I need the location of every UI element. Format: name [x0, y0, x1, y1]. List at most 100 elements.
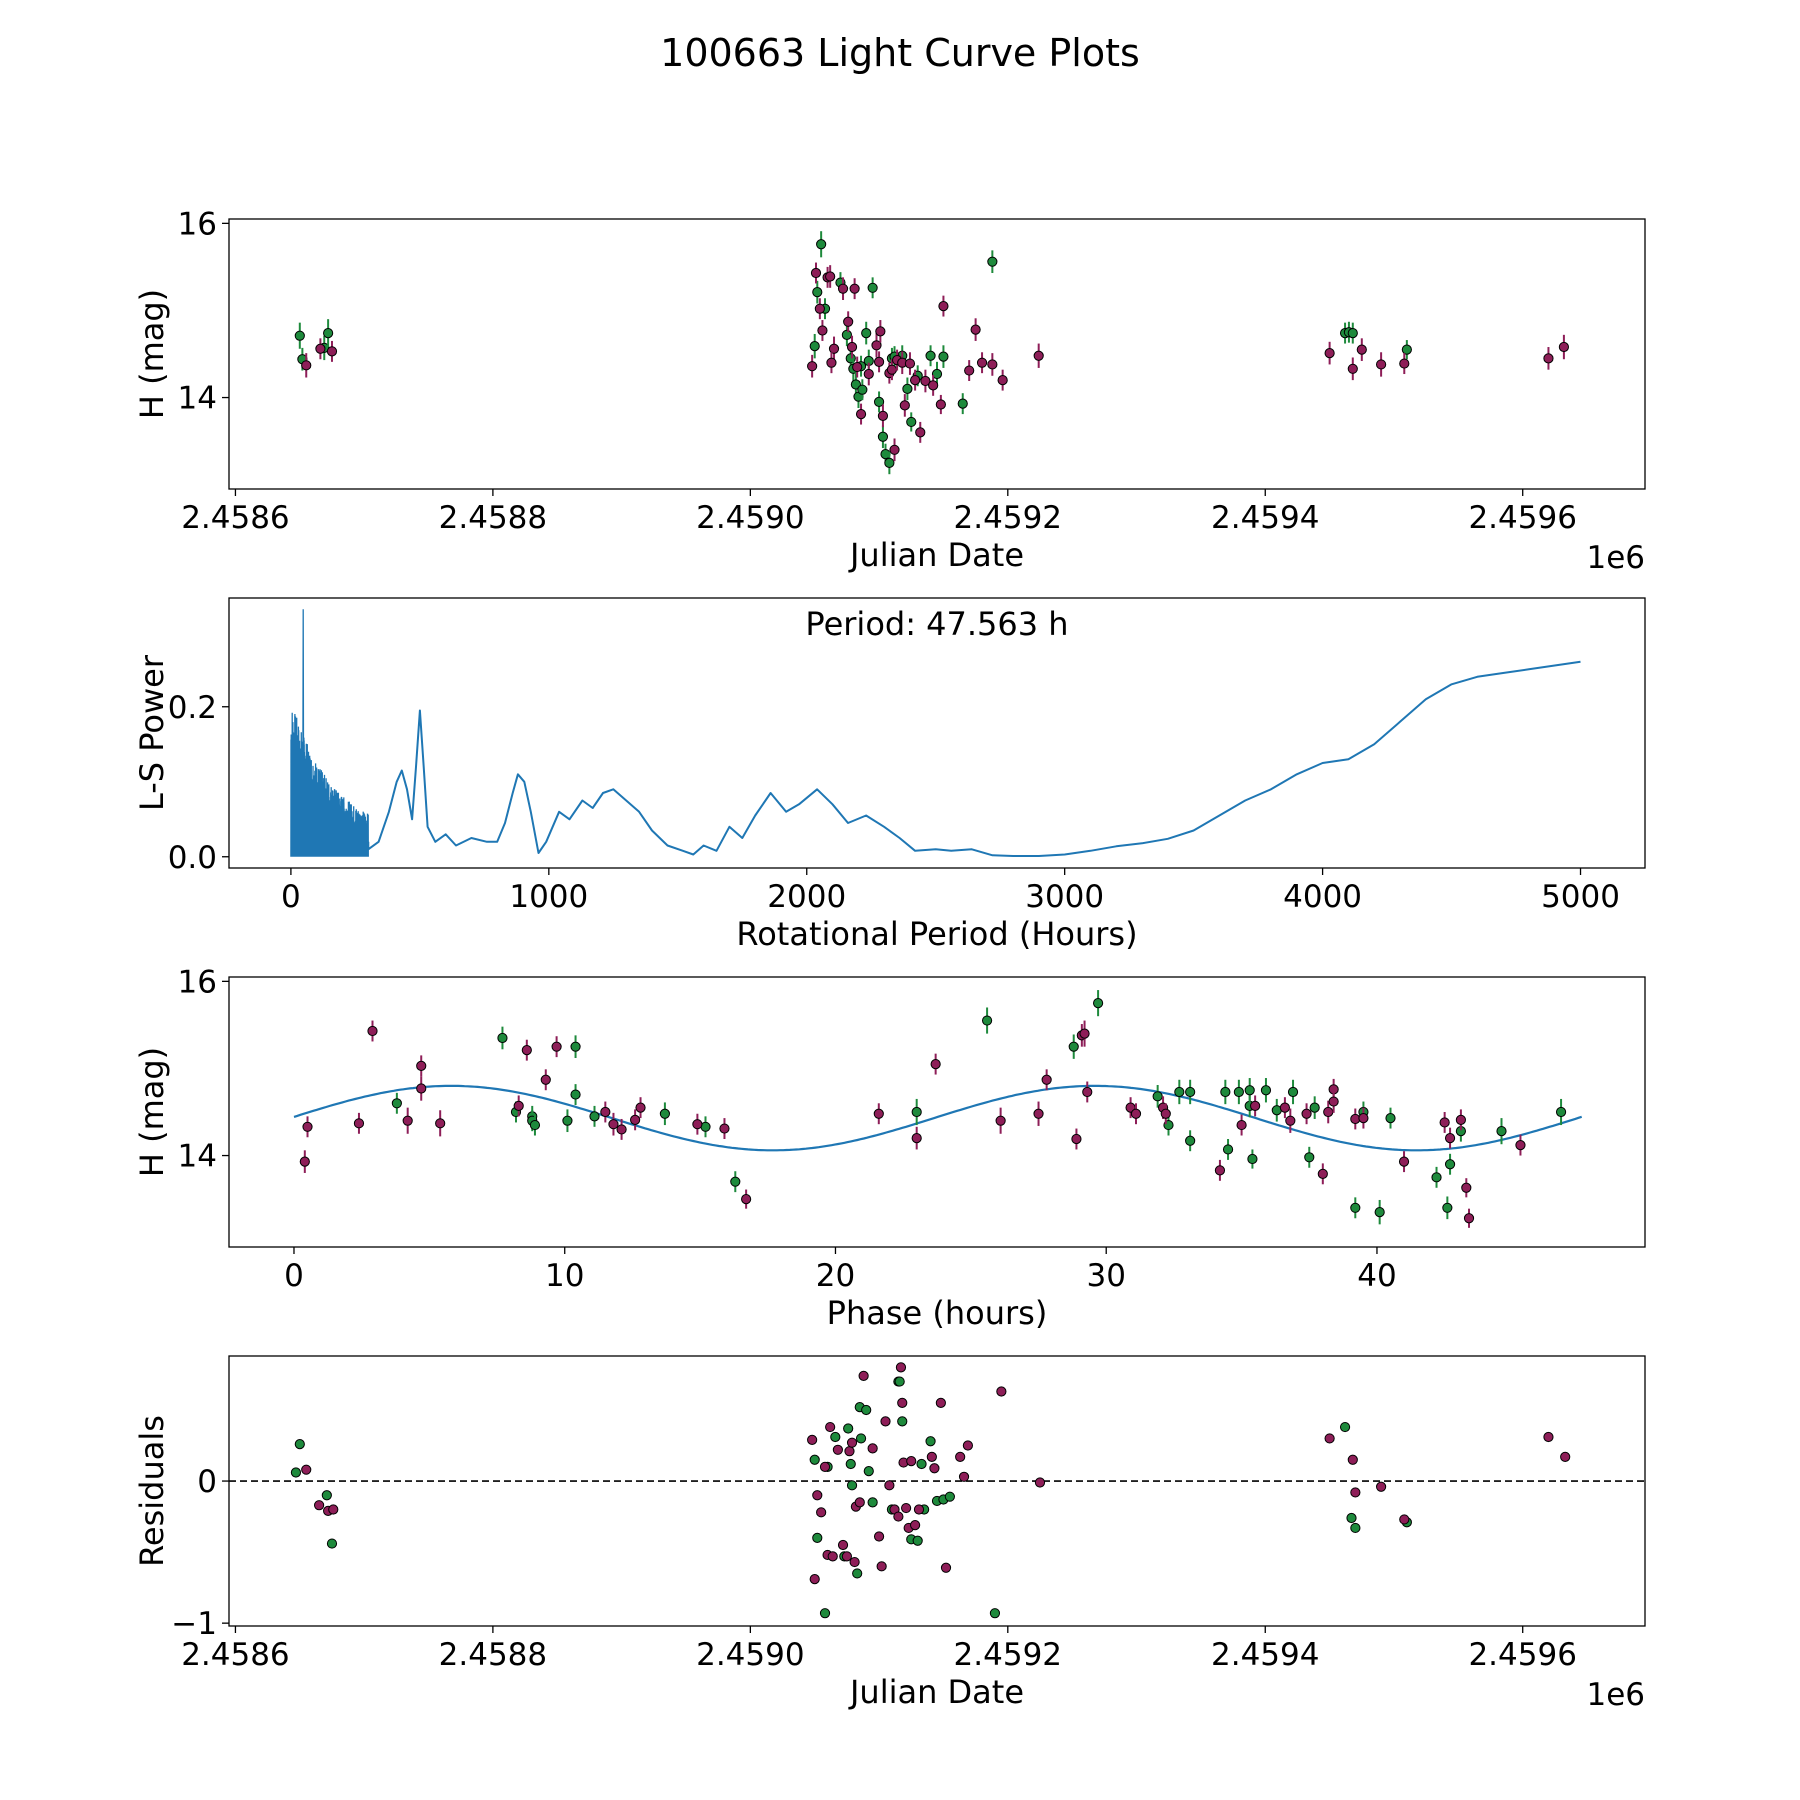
- data-point-green: [1339, 1421, 1351, 1433]
- panel-periodogram: 0 1000 2000 3000 4000 5000 0.0 0.2 Rotational Pe…: [133, 597, 1646, 953]
- x-tick-label: 2.4586: [181, 500, 289, 536]
- data-point-green: [562, 1115, 573, 1126]
- x-axis-label: Julian Date: [848, 1673, 1024, 1711]
- data-point-magenta: [1455, 1114, 1466, 1125]
- data-point-green: [884, 457, 895, 468]
- data-point-magenta: [938, 300, 949, 312]
- data-point-magenta: [315, 343, 326, 354]
- data-point-magenta: [1279, 1102, 1291, 1113]
- data-point-magenta: [995, 1115, 1006, 1126]
- data-point-magenta: [1285, 1115, 1296, 1126]
- y-tick-label: 0.0: [168, 840, 217, 876]
- data-point-green: [1442, 1202, 1453, 1213]
- axes-frame: [228, 1355, 1646, 1627]
- x-tick-label: 2.4594: [1211, 500, 1319, 536]
- data-point-green: [294, 330, 305, 341]
- data-point-magenta: [1398, 1156, 1410, 1167]
- data-point-green: [912, 1535, 923, 1546]
- data-point-green: [1347, 327, 1358, 339]
- data-point-magenta: [1079, 1028, 1090, 1039]
- data-point-magenta: [855, 408, 867, 420]
- data-point-magenta: [837, 283, 849, 294]
- data-point-green: [841, 329, 852, 340]
- data-point-green: [1185, 1086, 1196, 1098]
- data-point-green: [987, 256, 998, 267]
- data-point-magenta: [863, 368, 874, 380]
- data-point-magenta: [895, 1362, 907, 1373]
- data-point-magenta: [1358, 1112, 1369, 1124]
- data-point-magenta: [828, 343, 840, 354]
- data-point-magenta: [353, 1118, 365, 1129]
- data-point-magenta: [1347, 363, 1358, 374]
- x-tick-label: 2.4596: [1468, 500, 1576, 536]
- data-point-green: [1185, 1135, 1196, 1146]
- data-point-magenta: [877, 410, 889, 421]
- data-point-magenta: [1543, 353, 1554, 364]
- data-point-magenta: [812, 1490, 823, 1501]
- data-point-green: [1247, 1153, 1258, 1165]
- data-point-magenta: [1439, 1117, 1450, 1128]
- panel-raw: 2.4586 2.4588 2.4590 2.4592 2.4594 2.4596 16 14…: [133, 206, 1646, 576]
- data-point-green: [852, 1568, 863, 1579]
- data-point-magenta: [958, 1471, 970, 1482]
- data-point-green: [1309, 1102, 1320, 1113]
- data-point-green: [877, 431, 889, 442]
- data-point-green: [391, 1098, 402, 1109]
- y-tick-label: 16: [178, 206, 217, 242]
- axes-frame: [228, 976, 1646, 1248]
- data-point-magenta: [1350, 1487, 1361, 1498]
- data-point-magenta: [814, 303, 825, 314]
- data-point-magenta: [817, 325, 828, 336]
- data-point-green: [326, 1538, 338, 1549]
- data-point-magenta: [1399, 1514, 1410, 1525]
- y-tick-label: 16: [178, 964, 217, 1000]
- data-point-magenta: [521, 1045, 532, 1056]
- data-point-green: [1431, 1172, 1442, 1183]
- data-point-magenta: [880, 1416, 891, 1427]
- data-point-magenta: [616, 1124, 627, 1135]
- x-axis-label: Rotational Period (Hours): [736, 915, 1137, 953]
- figure-title: 100663 Light Curve Plots: [660, 31, 1140, 75]
- data-point-green: [659, 1108, 671, 1119]
- x-tick-label: 2.4588: [439, 1637, 547, 1673]
- data-point-magenta: [1301, 1108, 1312, 1119]
- data-point-magenta: [1160, 1108, 1171, 1119]
- y-tick-label: 14: [178, 1139, 217, 1175]
- data-point-magenta: [302, 1121, 313, 1132]
- data-point-green: [902, 383, 913, 394]
- data-point-magenta: [513, 1100, 524, 1112]
- data-point-magenta: [301, 1464, 312, 1475]
- data-point-magenta: [807, 361, 818, 372]
- data-point-magenta: [809, 1574, 820, 1585]
- data-point-green: [867, 282, 878, 293]
- data-point-magenta: [875, 326, 886, 337]
- data-point-magenta: [1356, 344, 1367, 355]
- data-point-green: [1068, 1041, 1079, 1052]
- data-point-magenta: [846, 341, 858, 353]
- x-tick-label: 3000: [1025, 879, 1104, 915]
- x-tick-label: 0: [284, 1258, 304, 1294]
- data-point-magenta: [837, 1539, 849, 1551]
- data-point-magenta: [1463, 1213, 1475, 1224]
- data-point-green: [863, 1466, 874, 1477]
- data-point-green: [981, 1015, 993, 1026]
- data-point-magenta: [940, 1562, 952, 1573]
- periodogram-line: [367, 660, 1581, 857]
- data-point-magenta: [930, 1058, 941, 1070]
- data-point-magenta: [889, 444, 900, 455]
- data-point-magenta: [846, 1437, 858, 1448]
- data-point-magenta: [929, 1463, 940, 1474]
- data-point-magenta: [935, 399, 946, 410]
- data-point-green: [570, 1041, 581, 1052]
- data-point-magenta: [906, 1456, 917, 1467]
- data-point-magenta: [928, 380, 939, 391]
- data-point-magenta: [819, 1461, 831, 1472]
- data-point-magenta: [328, 1504, 339, 1515]
- x-axis-label: Phase (hours): [827, 1294, 1048, 1332]
- data-point-magenta: [910, 1520, 921, 1531]
- data-point-green: [294, 1439, 305, 1450]
- data-point-green: [1260, 1085, 1272, 1096]
- data-point-magenta: [551, 1041, 562, 1052]
- data-point-magenta: [871, 340, 882, 351]
- y-tick-label: 0: [197, 1464, 217, 1500]
